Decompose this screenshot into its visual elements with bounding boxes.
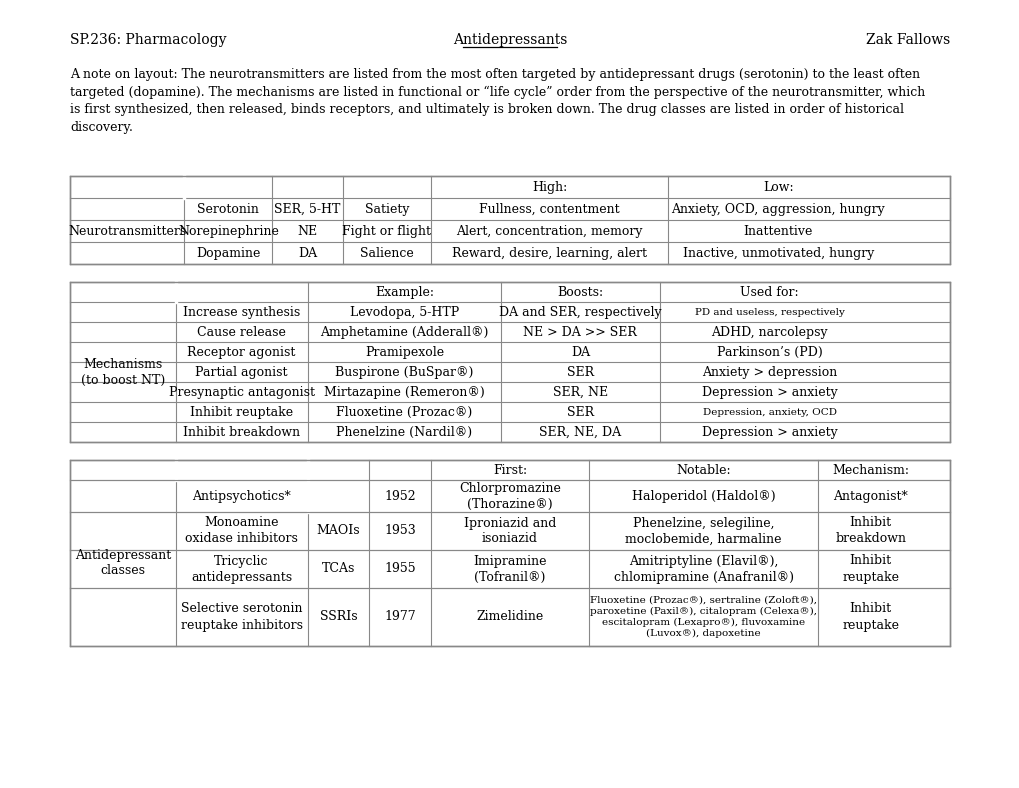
Text: Notable:: Notable: xyxy=(676,463,731,477)
Text: Zak Fallows: Zak Fallows xyxy=(865,33,949,47)
Text: Anxiety, OCD, aggression, hungry: Anxiety, OCD, aggression, hungry xyxy=(671,203,884,215)
Text: Inhibit
breakdown: Inhibit breakdown xyxy=(835,516,906,545)
Text: 1955: 1955 xyxy=(384,563,416,575)
Text: DA: DA xyxy=(571,345,589,359)
Text: Depression > anxiety: Depression > anxiety xyxy=(701,385,837,399)
Text: Zimelidine: Zimelidine xyxy=(476,611,543,623)
Text: Antipsychotics*: Antipsychotics* xyxy=(192,489,290,503)
Text: Fight or flight: Fight or flight xyxy=(342,225,431,237)
Text: 1977: 1977 xyxy=(384,611,416,623)
Text: 1953: 1953 xyxy=(384,525,416,537)
Text: Fluoxetine (Prozac®), sertraline (Zoloft®),
paroxetine (Paxil®), citalopram (Cel: Fluoxetine (Prozac®), sertraline (Zoloft… xyxy=(590,596,816,638)
Text: Serotonin: Serotonin xyxy=(198,203,259,215)
Text: Reward, desire, learning, alert: Reward, desire, learning, alert xyxy=(451,247,646,259)
Text: Alert, concentration, memory: Alert, concentration, memory xyxy=(455,225,642,237)
Text: A note on layout: The neurotransmitters are listed from the most often targeted : A note on layout: The neurotransmitters … xyxy=(70,68,924,134)
Text: Mirtazapine (Remeron®): Mirtazapine (Remeron®) xyxy=(324,385,484,399)
Text: Monoamine
oxidase inhibitors: Monoamine oxidase inhibitors xyxy=(185,516,298,545)
Text: Inhibit
reuptake: Inhibit reuptake xyxy=(842,555,899,583)
Text: Increase synthesis: Increase synthesis xyxy=(182,306,300,318)
Text: PD and useless, respectively: PD and useless, respectively xyxy=(694,307,844,317)
Text: Low:: Low: xyxy=(762,180,793,194)
Text: Inhibit
reuptake: Inhibit reuptake xyxy=(842,603,899,631)
Bar xyxy=(70,460,949,646)
Text: ADHD, narcolepsy: ADHD, narcolepsy xyxy=(710,325,827,339)
Text: SSRIs: SSRIs xyxy=(319,611,357,623)
Text: Presynaptic antagonist: Presynaptic antagonist xyxy=(168,385,314,399)
Text: Fluoxetine (Prozac®): Fluoxetine (Prozac®) xyxy=(336,406,472,418)
Text: 1952: 1952 xyxy=(384,489,416,503)
Text: Anxiety > depression: Anxiety > depression xyxy=(701,366,837,378)
Text: Fullness, contentment: Fullness, contentment xyxy=(479,203,620,215)
Text: Pramipexole: Pramipexole xyxy=(365,345,443,359)
Text: DA and SER, respectively: DA and SER, respectively xyxy=(498,306,661,318)
Text: Phenelzine, selegiline,
moclobemide, harmaline: Phenelzine, selegiline, moclobemide, har… xyxy=(625,516,782,545)
Text: Iproniazid and
isoniazid: Iproniazid and isoniazid xyxy=(464,516,555,545)
Text: Parkinson’s (PD): Parkinson’s (PD) xyxy=(716,345,821,359)
Text: Antidepressants: Antidepressants xyxy=(452,33,567,47)
Text: Example:: Example: xyxy=(375,285,433,299)
Text: DA: DA xyxy=(298,247,317,259)
Text: SER, NE: SER, NE xyxy=(552,385,607,399)
Text: Mechanism:: Mechanism: xyxy=(832,463,908,477)
Text: Antagonist*: Antagonist* xyxy=(833,489,907,503)
Text: MAOIs: MAOIs xyxy=(316,525,360,537)
Text: Satiety: Satiety xyxy=(364,203,409,215)
Text: Boosts:: Boosts: xyxy=(556,285,603,299)
Text: Partial agonist: Partial agonist xyxy=(196,366,287,378)
Text: Neurotransmitters: Neurotransmitters xyxy=(68,225,186,237)
Bar xyxy=(70,176,949,264)
Text: Levodopa, 5-HTP: Levodopa, 5-HTP xyxy=(350,306,459,318)
Text: Imipramine
(Tofranil®): Imipramine (Tofranil®) xyxy=(473,555,546,583)
Text: Amitriptyline (Elavil®),
chlomipramine (Anafranil®): Amitriptyline (Elavil®), chlomipramine (… xyxy=(613,555,793,583)
Bar xyxy=(70,282,949,442)
Text: Dopamine: Dopamine xyxy=(196,247,260,259)
Text: Haloperidol (Haldol®): Haloperidol (Haldol®) xyxy=(631,489,774,503)
Text: NE: NE xyxy=(298,225,317,237)
Text: Inactive, unmotivated, hungry: Inactive, unmotivated, hungry xyxy=(682,247,873,259)
Text: Depression, anxiety, OCD: Depression, anxiety, OCD xyxy=(702,407,836,417)
Text: Mechanisms
(to boost NT): Mechanisms (to boost NT) xyxy=(81,358,165,386)
Text: Antidepressant
classes: Antidepressant classes xyxy=(74,548,171,578)
Text: SP.236: Pharmacology: SP.236: Pharmacology xyxy=(70,33,226,47)
Text: First:: First: xyxy=(492,463,527,477)
Text: SER, 5-HT: SER, 5-HT xyxy=(274,203,340,215)
Text: Cause release: Cause release xyxy=(197,325,285,339)
Text: TCAs: TCAs xyxy=(321,563,355,575)
Text: NE > DA >> SER: NE > DA >> SER xyxy=(523,325,637,339)
Text: Inattentive: Inattentive xyxy=(743,225,812,237)
Text: High:: High: xyxy=(532,180,567,194)
Text: SER: SER xyxy=(567,406,593,418)
Text: Depression > anxiety: Depression > anxiety xyxy=(701,426,837,438)
Text: Tricyclic
antidepressants: Tricyclic antidepressants xyxy=(191,555,291,583)
Text: Phenelzine (Nardil®): Phenelzine (Nardil®) xyxy=(336,426,472,438)
Text: Buspirone (BuSpar®): Buspirone (BuSpar®) xyxy=(335,366,473,378)
Text: Inhibit reuptake: Inhibit reuptake xyxy=(190,406,292,418)
Text: Used for:: Used for: xyxy=(740,285,798,299)
Text: Chlorpromazine
(Thorazine®): Chlorpromazine (Thorazine®) xyxy=(459,481,560,511)
Text: Receptor agonist: Receptor agonist xyxy=(187,345,296,359)
Text: SER: SER xyxy=(567,366,593,378)
Text: Salience: Salience xyxy=(360,247,414,259)
Text: Amphetamine (Adderall®): Amphetamine (Adderall®) xyxy=(320,325,488,339)
Text: Selective serotonin
reuptake inhibitors: Selective serotonin reuptake inhibitors xyxy=(180,603,303,631)
Text: Norepinephrine: Norepinephrine xyxy=(177,225,278,237)
Text: Inhibit breakdown: Inhibit breakdown xyxy=(182,426,300,438)
Text: SER, NE, DA: SER, NE, DA xyxy=(539,426,621,438)
